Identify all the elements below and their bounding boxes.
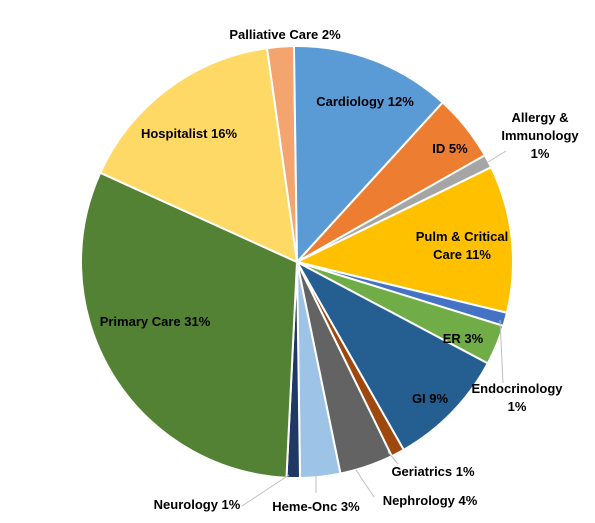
slice-label: GI 9% xyxy=(412,391,449,406)
pie-slice-pulm-critical-care xyxy=(294,165,514,314)
slice-labels: Palliative Care 2% Cardiology 12% ID 5% All… xyxy=(100,27,580,514)
leader-line xyxy=(355,469,375,498)
leader-lines xyxy=(241,150,507,507)
slice-label: Heme-Onc 3% xyxy=(272,499,360,514)
slice-label: Cardiology 12% xyxy=(316,94,414,109)
pie-slices xyxy=(80,45,514,479)
slice-label: Allergy & Immunology 1% xyxy=(501,110,579,161)
pie-slice-primary-care xyxy=(80,171,299,479)
slice-label: Neurology 1% xyxy=(154,497,241,512)
leader-line xyxy=(241,474,290,507)
slice-label: ID 5% xyxy=(432,141,468,156)
leader-line xyxy=(387,451,399,465)
slice-label: ER 3% xyxy=(443,331,484,346)
slice-label: Palliative Care 2% xyxy=(229,27,341,42)
slice-label: Geriatrics 1% xyxy=(391,464,475,479)
pie-slice-gi xyxy=(294,259,490,452)
slice-label: Endocrinology 1% xyxy=(472,381,564,414)
slice-label: Nephrology 4% xyxy=(383,493,478,508)
slice-label: Primary Care 31% xyxy=(100,314,211,329)
pie-slice-hospitalist xyxy=(98,46,299,264)
pie-slice-cardiology xyxy=(292,45,445,265)
leader-line xyxy=(499,319,504,384)
leader-line xyxy=(487,150,507,163)
slice-label: Pulm & Critical Care 11% xyxy=(416,229,508,262)
slice-label: Hospitalist 16% xyxy=(141,126,238,141)
